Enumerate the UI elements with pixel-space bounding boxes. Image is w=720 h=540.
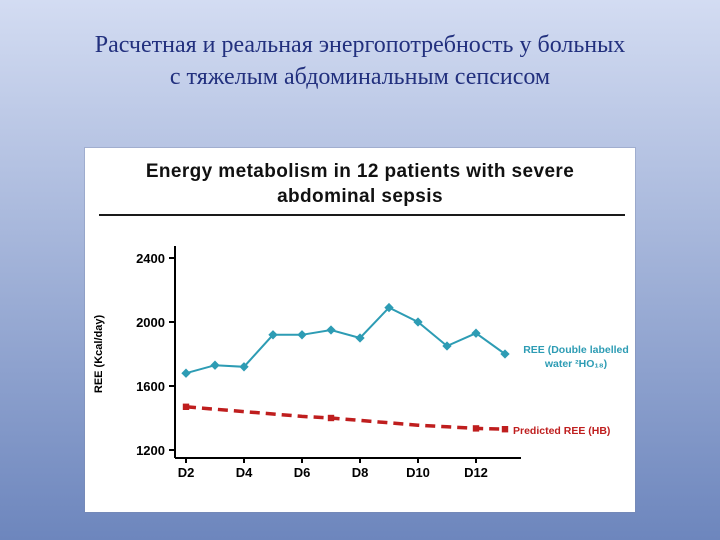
svg-text:2400: 2400 [136, 251, 165, 266]
legend-ree: REE (Double labelled water ²HO₁₈) [513, 344, 639, 371]
svg-text:D6: D6 [294, 465, 311, 480]
chart-panel: Energy metabolism in 12 patients with se… [85, 148, 635, 512]
chart-svg: 1200 1600 2000 2400 D2 D4 D6 D8 D10 D12 REE (Kcal/… [93, 246, 521, 480]
chart-title-underline [99, 214, 625, 217]
slide-title-line1: Расчетная и реальная энергопотребность у… [94, 32, 626, 58]
svg-text:D12: D12 [464, 465, 488, 480]
slide-title-line2: с тяжелым абдоминальным сепсисом [169, 63, 551, 90]
svg-text:D8: D8 [352, 465, 369, 480]
chart-title-line1: Energy metabolism in 12 patients with se… [145, 161, 575, 182]
svg-text:1200: 1200 [136, 443, 165, 458]
svg-text:1600: 1600 [136, 379, 165, 394]
legend-ree-line1: REE (Double labelled [523, 344, 629, 356]
svg-text:D2: D2 [178, 465, 195, 480]
slide-title: Расчетная и реальная энергопотребность у… [40, 30, 680, 93]
chart-title: Energy metabolism in 12 patients with se… [85, 148, 635, 209]
svg-text:D4: D4 [236, 465, 253, 480]
svg-text:2000: 2000 [136, 315, 165, 330]
svg-text:D10: D10 [406, 465, 430, 480]
legend-predicted: Predicted REE (HB) [513, 425, 611, 437]
legend-ree-line2: water ²HO₁₈) [544, 357, 608, 370]
svg-text:REE (Kcal/day): REE (Kcal/day) [93, 315, 105, 394]
chart-title-line2: abdominal sepsis [277, 185, 443, 207]
